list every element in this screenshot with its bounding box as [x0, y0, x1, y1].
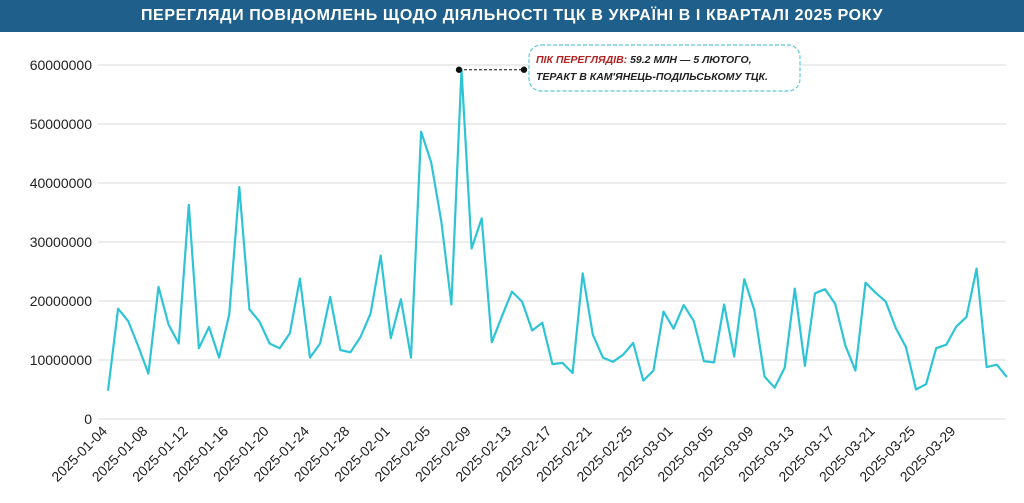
chart-title: ПЕРЕГЛЯДИ ПОВІДОМЛЕНЬ ЩОДО ДІЯЛЬНОСТІ ТЦ… [0, 0, 1024, 32]
y-tick-label: 40000000 [30, 175, 93, 191]
annotation-text-line-2: ТЕРАКТ В КАМ'ЯНЕЦЬ-ПОДІЛЬСЬКОМУ ТЦК. [536, 71, 768, 83]
y-tick-label: 10000000 [30, 352, 93, 368]
annotation-box [528, 44, 801, 92]
annotation-label: ПІК ПЕРЕГЛЯДІВ: [536, 54, 627, 66]
annotation-anchor-dot [520, 66, 528, 73]
peak-annotation: ПІК ПЕРЕГЛЯДІВ: 59.2 МЛН — 5 ЛЮТОГО, ТЕР… [455, 44, 801, 92]
peak-point [455, 66, 463, 73]
y-tick-label: 50000000 [30, 116, 93, 132]
y-tick-label: 60000000 [30, 57, 93, 73]
series-line [106, 68, 1008, 391]
x-axis-ticks: 2025-01-042025-01-082025-01-122025-01-16… [48, 423, 959, 485]
y-tick-label: 30000000 [30, 234, 93, 250]
y-tick-label: 20000000 [30, 293, 93, 309]
annotation-text-line-1: ПІК ПЕРЕГЛЯДІВ: 59.2 МЛН — 5 ЛЮТОГО, [536, 54, 752, 66]
annotation-text-1: 59.2 МЛН — 5 ЛЮТОГО, [627, 54, 751, 66]
y-axis-ticks: 0 10000000 20000000 30000000 40000000 5000000… [30, 57, 93, 427]
y-tick-label: 0 [84, 411, 92, 427]
